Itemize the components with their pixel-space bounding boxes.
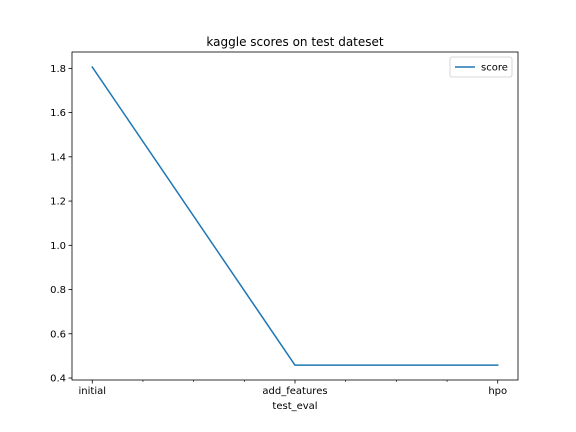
y-axis: 0.4 0.6 0.8 1.0 1.2 1.4 1.6 1.8 [50, 64, 72, 385]
x-tick-label: add_features [262, 386, 327, 397]
y-tick-label: 1.4 [50, 152, 66, 163]
x-tick-label: initial [79, 386, 107, 397]
legend: score [449, 56, 513, 78]
y-tick-label: 0.6 [50, 329, 66, 340]
x-axis: initial add_features hpo [79, 380, 507, 397]
y-tick-label: 1.0 [50, 241, 66, 252]
legend-box [449, 56, 513, 78]
series-line-score [91, 65, 499, 366]
chart-title: kaggle scores on test dateset [206, 35, 383, 49]
x-tick-label: hpo [488, 386, 507, 397]
y-tick-label: 0.8 [50, 285, 66, 296]
y-tick-label: 1.8 [50, 64, 66, 75]
y-tick-label: 1.6 [50, 108, 66, 119]
axes-frame [71, 51, 519, 381]
legend-label-score: score [481, 63, 508, 74]
y-tick-label: 0.4 [50, 374, 66, 385]
plot-area [71, 51, 519, 381]
y-tick-label: 1.2 [50, 197, 66, 208]
x-axis-label: test_eval [272, 401, 317, 412]
